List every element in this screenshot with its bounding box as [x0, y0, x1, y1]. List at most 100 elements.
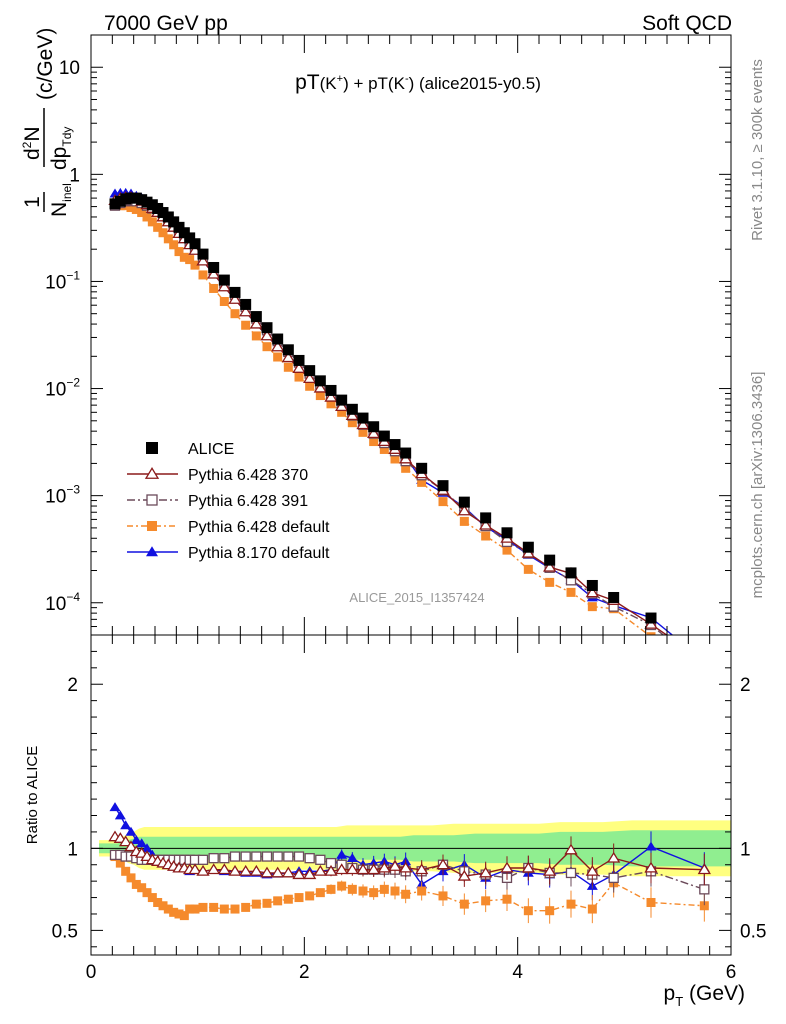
point-pythia-6-428-default: [566, 587, 576, 597]
ratio-point-pythia-6-428-default: [131, 879, 141, 889]
ratio-point-pythia-6-428-default: [158, 901, 168, 911]
ratio-point-pythia-8-170-default: [336, 849, 348, 859]
ratio-point-pythia-6-428-370: [377, 861, 391, 873]
point-pythia-6-428-default: [305, 381, 315, 391]
main-ytick-label-exp: −3: [66, 483, 80, 497]
ratio-point-pythia-6-428-370: [585, 864, 599, 876]
point-pythia-6-428-370: [292, 362, 306, 373]
legend-entry-pythia-6-428-default: Pythia 6.428 default: [127, 519, 330, 536]
ratio-point-pythia-6-428-391: [315, 854, 326, 865]
point-pythia-6-428-default: [523, 564, 533, 574]
legend: ALICE Pythia 6.428 370 Pythia 6.428 391 Pyt…: [127, 441, 330, 562]
main-ytick-label-base: 10: [45, 380, 66, 401]
point-alice: [357, 412, 369, 424]
point-alice: [501, 527, 513, 539]
ratio-point-pythia-6-428-default: [179, 911, 189, 921]
plot-title-d: ) + pT(K: [343, 74, 406, 93]
point-pythia-6-428-default: [219, 296, 229, 306]
ratio-point-pythia-6-428-370: [271, 866, 285, 878]
ratio-ytick-label: 0.5: [52, 921, 78, 942]
point-pythia-6-428-default: [198, 270, 208, 280]
xlabel: pT (GeV): [664, 982, 745, 1009]
point-pythia-6-428-default: [190, 260, 200, 270]
point-pythia-6-428-default: [241, 320, 251, 330]
point-alice: [336, 394, 348, 406]
plot-title-a: pT: [295, 71, 320, 94]
legend-label: Pythia 8.170 default: [188, 545, 330, 562]
ratio-point-pythia-6-428-370: [313, 864, 327, 876]
ratio-point-pythia-6-428-default: [459, 899, 469, 909]
point-pythia-6-428-default: [131, 204, 141, 214]
point-pythia-6-428-default: [174, 247, 184, 257]
plot-title-b: (K: [320, 74, 338, 93]
ylabel-denominator-n: Ninel: [48, 183, 74, 217]
ratio-point-pythia-6-428-370: [249, 864, 263, 876]
main-ytick-label-base: 10: [45, 487, 66, 508]
point-pythia-6-428-default: [545, 577, 555, 587]
ratio-point-pythia-6-428-default: [185, 904, 195, 914]
point-pythia-6-428-370: [228, 293, 242, 304]
ratio-point-pythia-6-428-default: [115, 858, 125, 868]
ratio-point-pythia-6-428-370: [345, 863, 359, 875]
point-pythia-6-428-default: [158, 228, 168, 238]
ratio-point-pythia-6-428-default: [315, 888, 325, 898]
ratio-point-pythia-6-428-default: [169, 907, 179, 917]
main-ytick-label-base: 10: [45, 272, 66, 293]
xtick-label: 4: [512, 962, 523, 983]
point-pythia-6-428-default: [137, 208, 147, 218]
ratio-point-pythia-6-428-370: [367, 863, 381, 875]
point-alice: [389, 439, 401, 451]
ratio-point-pythia-6-428-370: [292, 868, 306, 880]
xtick-label: 0: [86, 962, 97, 983]
point-pythia-6-428-370: [356, 418, 370, 430]
point-pythia-6-428-default: [337, 407, 347, 417]
point-alice: [293, 354, 305, 366]
ratio-point-pythia-6-428-370: [399, 861, 413, 873]
point-pythia-6-428-370: [367, 427, 381, 439]
point-pythia-6-428-default: [251, 331, 261, 341]
legend-label: ALICE: [188, 441, 234, 458]
ratio-point-pythia-6-428-370: [607, 851, 621, 863]
point-alice: [261, 322, 273, 334]
ratio-point-pythia-6-428-default: [198, 902, 208, 912]
xlabel-p: p: [664, 982, 676, 1005]
point-alice: [544, 554, 556, 566]
ratio-point-pythia-8-170-default: [125, 826, 137, 836]
main-ylabel: 1 Ninel d2N dpTdy (c/GeV): [20, 28, 74, 217]
point-pythia-6-428-default: [417, 477, 427, 487]
point-pythia-6-428-default: [401, 463, 411, 473]
point-pythia-6-428-default: [153, 222, 163, 232]
ratio-point-pythia-6-428-default: [379, 884, 389, 894]
point-pythia-6-428-default: [283, 362, 293, 372]
ratio-point-pythia-6-428-391: [251, 851, 262, 862]
ratio-point-pythia-6-428-370: [260, 866, 274, 878]
mcplots-label: mcplots.cern.ch [arXiv:1306.3436]: [749, 372, 766, 599]
ratio-point-pythia-6-428-391: [304, 853, 315, 864]
ratio-point-pythia-8-170-default: [645, 841, 657, 851]
main-frame: [90, 34, 732, 636]
point-pythia-6-428-370: [585, 586, 599, 598]
point-alice: [282, 344, 294, 356]
point-pythia-6-428-370: [699, 656, 710, 665]
point-pythia-6-428-370: [271, 340, 285, 352]
point-pythia-6-428-370: [260, 329, 274, 341]
ratio-point-pythia-6-428-default: [126, 873, 136, 883]
ratio-point-pythia-6-428-391: [699, 884, 710, 895]
point-pythia-6-428-default: [230, 309, 240, 319]
plot-title-c: +: [337, 73, 343, 85]
point-pythia-6-428-default: [142, 212, 152, 222]
ratio-point-pythia-6-428-default: [699, 901, 709, 911]
point-pythia-6-428-default: [185, 255, 195, 265]
point-alice: [189, 238, 201, 250]
point-alice: [304, 365, 316, 377]
point-pythia-6-428-default: [390, 454, 400, 464]
point-pythia-6-428-370: [324, 390, 338, 402]
point-alice: [240, 298, 252, 310]
point-pythia-6-428-default: [502, 545, 512, 555]
main-ytick-label: 10−1: [45, 268, 80, 293]
ratio-point-pythia-8-170-default: [346, 853, 358, 863]
point-alice: [346, 403, 358, 415]
point-pythia-6-428-370: [335, 400, 349, 411]
ratio-point-pythia-6-428-370: [239, 864, 253, 876]
